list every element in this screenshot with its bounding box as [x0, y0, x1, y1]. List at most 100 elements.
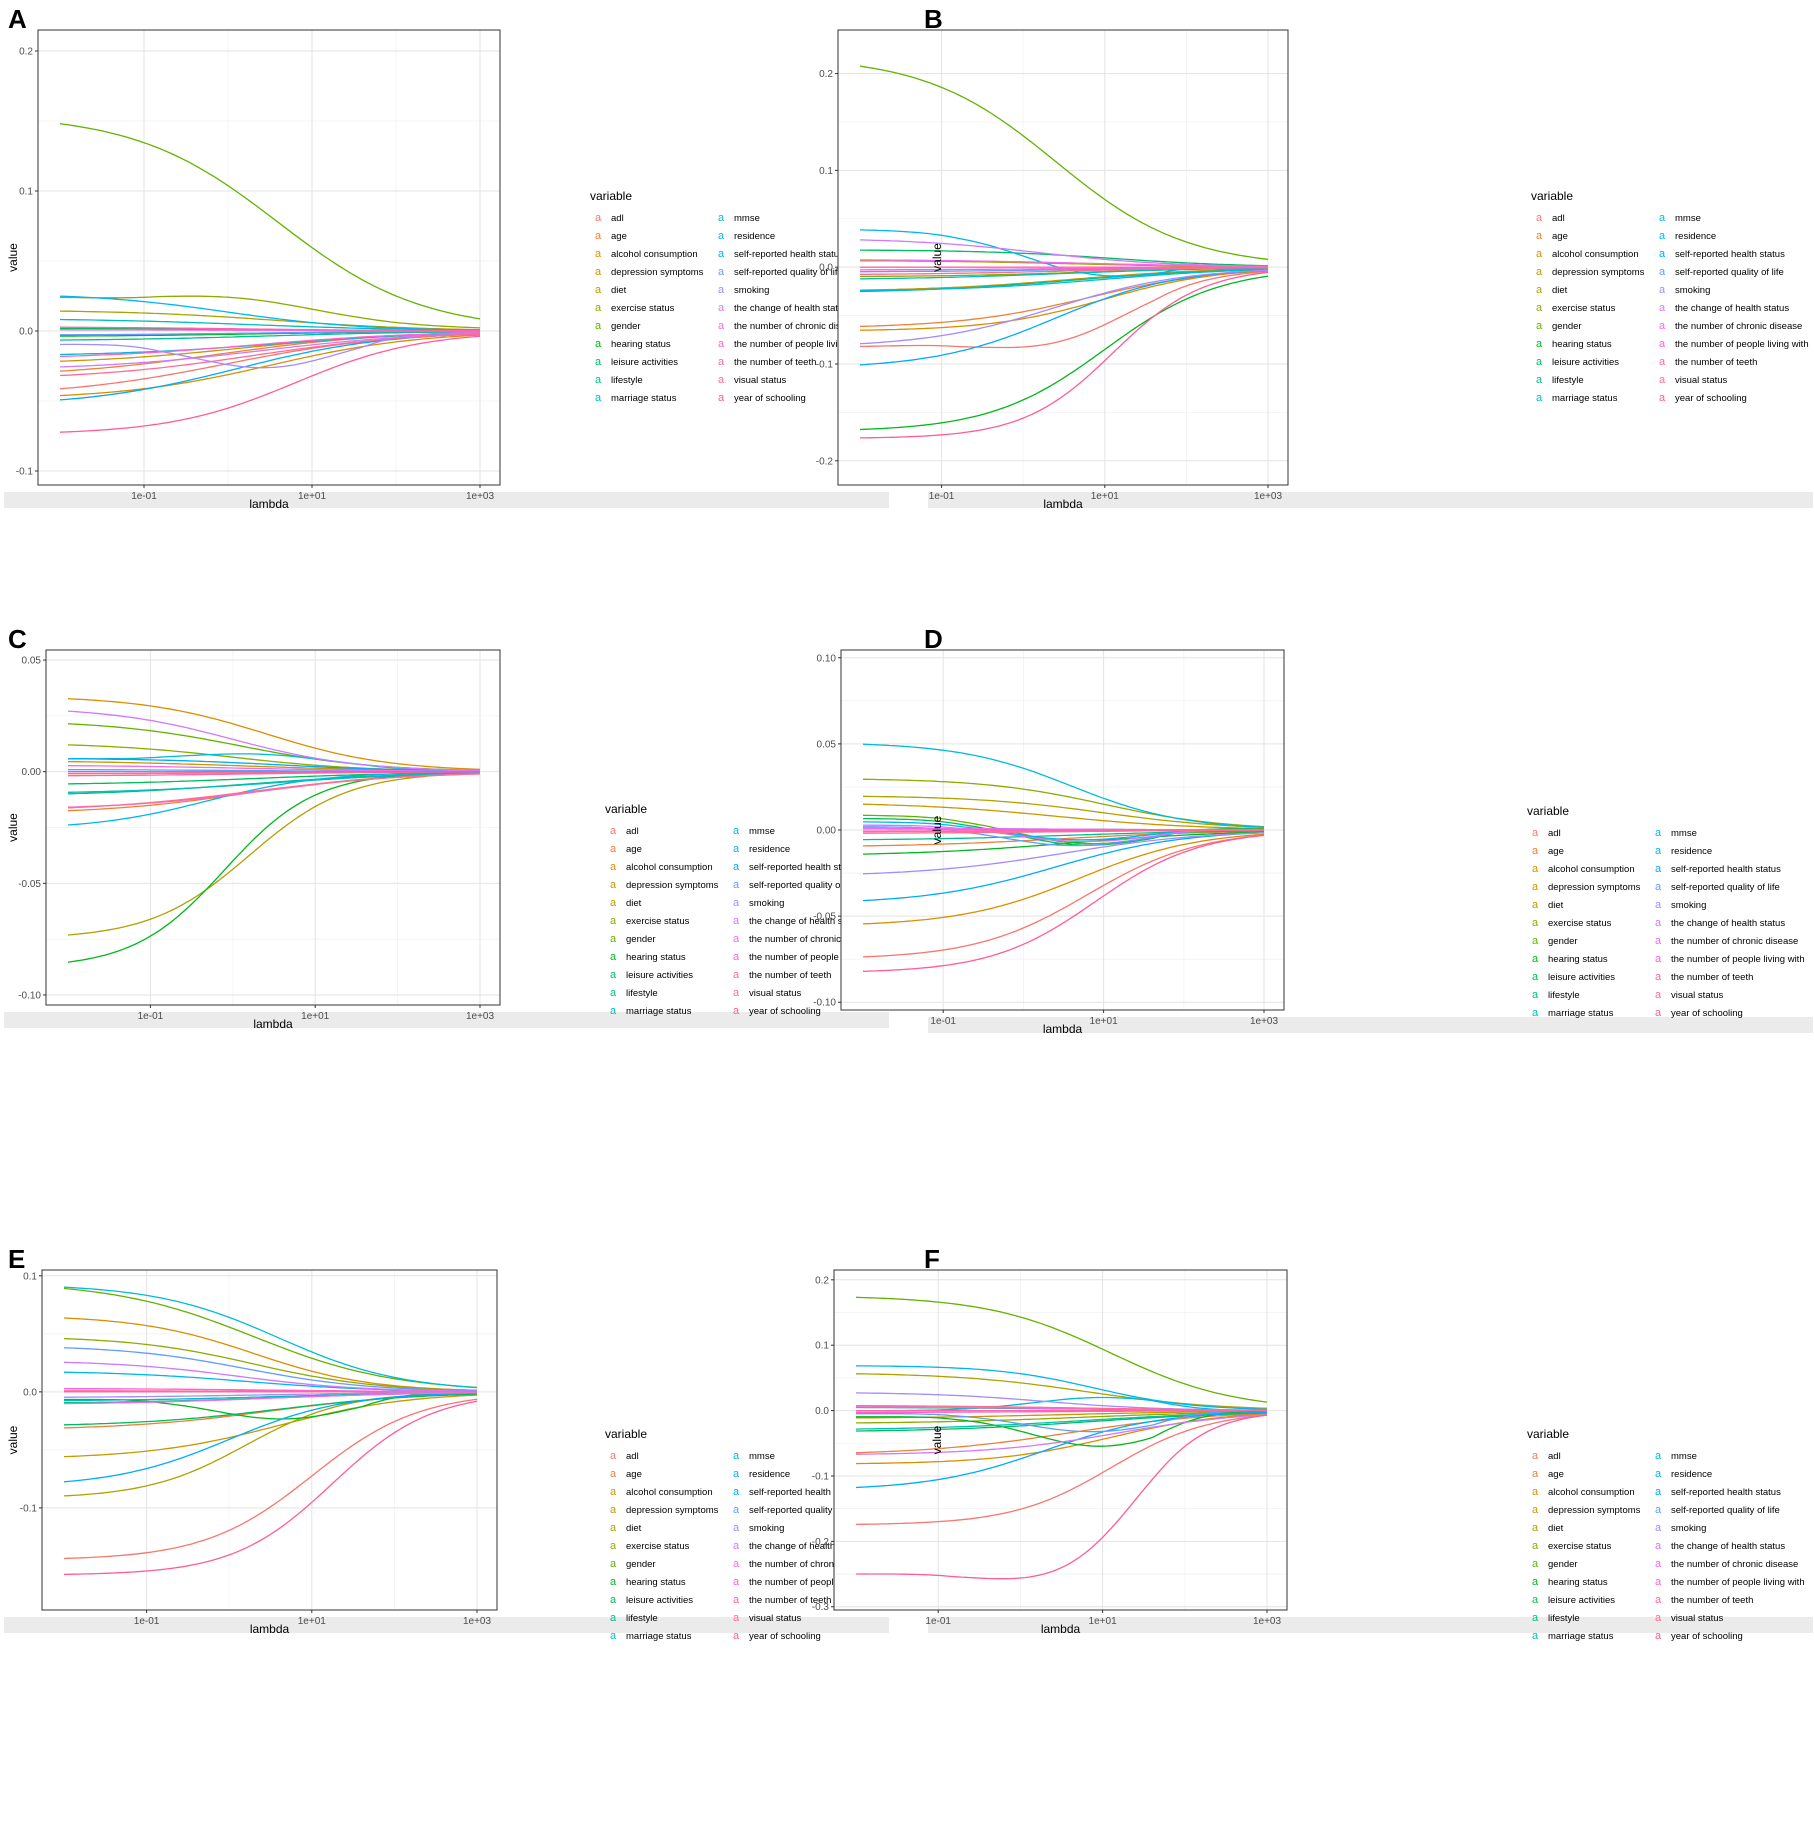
- series-line-gender: [59, 123, 481, 320]
- legend-key: a: [1655, 1540, 1662, 1552]
- legend-label: the number of people living with: [749, 1577, 883, 1588]
- legend-key: a: [1532, 1558, 1539, 1570]
- series-line-depression-symptoms: [859, 268, 1268, 291]
- legend-item: a mmse: [1655, 827, 1697, 839]
- legend-item: a age: [1536, 230, 1568, 242]
- legend-key: a: [1655, 1486, 1662, 1498]
- legend-label: the number of people living with: [1671, 1577, 1805, 1588]
- legend-label: visual status: [734, 375, 787, 386]
- legend-item: a gender: [595, 320, 641, 332]
- legend-item: a smoking: [1659, 284, 1710, 296]
- legend-key: a: [595, 302, 602, 314]
- legend-label: the number of chronic disease: [734, 321, 861, 332]
- legend-item: a gender: [1532, 935, 1578, 947]
- legend-item: a residence: [718, 230, 775, 242]
- legend-label: year of schooling: [1671, 1631, 1743, 1642]
- legend-key: a: [718, 284, 725, 296]
- legend-item: a self-reported quality of life: [733, 1504, 858, 1516]
- legend-item: a alcohol consumption: [1532, 863, 1635, 875]
- legend-key: a: [1655, 1594, 1662, 1606]
- series-line-self-reported-health-status: [68, 758, 480, 772]
- y-tick-label: -0.10: [813, 998, 836, 1009]
- legend-key: a: [610, 1450, 617, 1462]
- legend-key: a: [1532, 1007, 1539, 1019]
- series-line-depression-symptoms: [862, 803, 1264, 830]
- legend-key: a: [1659, 212, 1666, 224]
- legend-label: diet: [626, 898, 642, 909]
- legend-key: a: [1655, 1504, 1662, 1516]
- legend-key: a: [718, 266, 725, 278]
- legend-key: a: [1659, 320, 1666, 332]
- legend-item: a depression symptoms: [1536, 266, 1645, 278]
- legend-key: a: [1536, 374, 1543, 386]
- legend-label: exercise status: [626, 916, 690, 927]
- legend-label: leisure activities: [1548, 972, 1615, 983]
- legend-label: mmse: [749, 1451, 775, 1462]
- legend-item: a hearing status: [610, 1576, 686, 1588]
- legend-key: a: [733, 1468, 740, 1480]
- legend-key: a: [610, 1486, 617, 1498]
- legend-label: adl: [1548, 1451, 1561, 1462]
- legend-label: self-reported health status: [749, 862, 859, 873]
- legend-item: a visual status: [733, 987, 802, 999]
- y-axis-title: value: [6, 813, 20, 842]
- legend-label: the number of teeth: [749, 1595, 831, 1606]
- legend-key: a: [610, 843, 617, 855]
- legend-label: self-reported quality of life: [1671, 1505, 1780, 1516]
- series-line-mmse: [862, 743, 1265, 828]
- legend-item: a the change of health status: [1655, 1540, 1785, 1552]
- legend-item: a the number of chronic disease: [733, 1558, 876, 1570]
- legend-item: a year of schooling: [733, 1005, 821, 1017]
- y-tick-label: -0.2: [812, 1537, 830, 1548]
- legend-item: a leisure activities: [1536, 356, 1619, 368]
- legend-item: a the number of people living with: [1655, 1576, 1805, 1588]
- legend-item: a smoking: [733, 897, 784, 909]
- legend-label: the number of people living with: [1675, 339, 1809, 350]
- legend-label: alcohol consumption: [1552, 249, 1639, 260]
- series-line-visual-status: [863, 829, 1264, 834]
- legend-label: the number of chronic disease: [749, 1559, 876, 1570]
- series-line-hearing-status: [859, 275, 1269, 431]
- legend-key: a: [718, 374, 725, 386]
- legend-key: a: [1659, 230, 1666, 242]
- legend-label: year of schooling: [1675, 393, 1747, 404]
- y-tick-label: 0.05: [22, 656, 42, 667]
- legend-label: gender: [626, 934, 656, 945]
- legend-label: gender: [626, 1559, 656, 1570]
- legend-item: a adl: [1532, 1450, 1561, 1462]
- legend-label: visual status: [749, 1613, 802, 1624]
- plot-area: [837, 29, 1289, 486]
- plot-background: [38, 30, 500, 485]
- legend-key: a: [733, 1522, 740, 1534]
- panel-B: B 1e-01 1e+01 1e+03 -0.2 -0.1 0.0 0.1 0.2 lambda v…: [816, 4, 1813, 511]
- series-line-self-reported-health-status: [63, 1392, 478, 1483]
- legend-key: a: [595, 212, 602, 224]
- legend-label: diet: [626, 1523, 642, 1534]
- legend-key: a: [610, 825, 617, 837]
- legend-key: a: [733, 987, 740, 999]
- legend-item: a diet: [610, 1522, 642, 1534]
- series-line-self-reported-health-status: [859, 269, 1269, 366]
- legend-key: a: [718, 302, 725, 314]
- series-line-self-reported-quality-of-life: [60, 330, 480, 336]
- legend-key: a: [1532, 989, 1539, 1001]
- y-tick-label: -0.1: [16, 467, 34, 478]
- legend-label: visual status: [1671, 990, 1724, 1001]
- legend-label: self-reported health status: [1671, 864, 1781, 875]
- legend-item: a the number of chronic disease: [1659, 320, 1802, 332]
- legend-label: the change of health status: [1671, 918, 1785, 929]
- legend-key: a: [1655, 953, 1662, 965]
- legend-item: a exercise status: [610, 1540, 690, 1552]
- legend-key: a: [1655, 899, 1662, 911]
- legend-item: a visual status: [718, 374, 787, 386]
- legend-label: age: [1552, 231, 1568, 242]
- legend-label: the number of chronic disease: [1671, 1559, 1798, 1570]
- legend-key: a: [1659, 248, 1666, 260]
- plot-border: [837, 29, 1289, 486]
- legend-label: the number of chronic disease: [1675, 321, 1802, 332]
- legend-key: a: [733, 825, 740, 837]
- series-line-year-of-schooling: [856, 1414, 1268, 1580]
- legend-key: a: [1659, 356, 1666, 368]
- series-line-diet: [862, 795, 1265, 829]
